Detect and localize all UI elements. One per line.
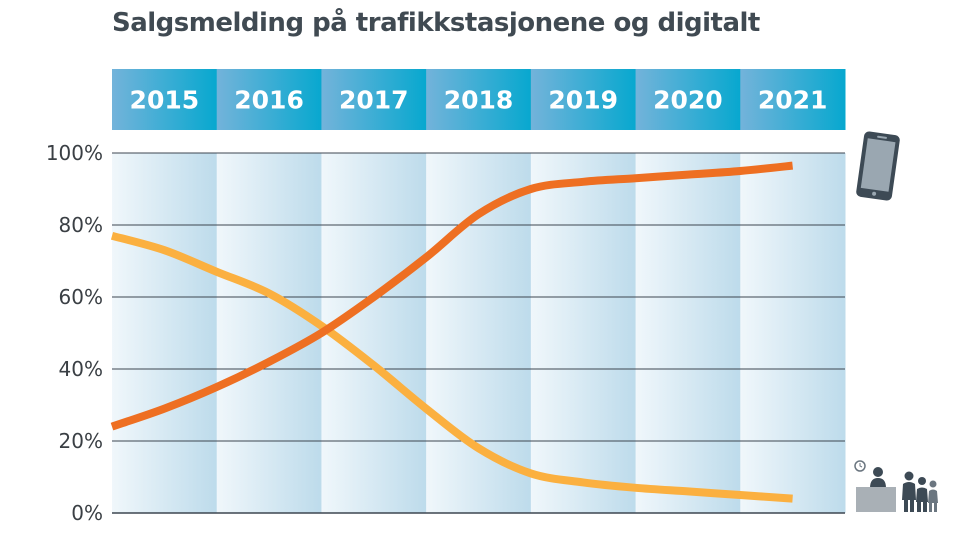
year-column-band [321, 153, 427, 513]
year-column-band [740, 153, 846, 513]
year-header-cell [216, 69, 322, 130]
year-column-band [216, 153, 322, 513]
year-column-band [635, 153, 741, 513]
mobile-phone-icon [856, 131, 900, 201]
year-header-row: 2015 2016 2017 2018 2019 2020 2021 [112, 69, 846, 130]
y-tick-label: 40% [59, 357, 103, 381]
year-header-cell [530, 69, 637, 130]
year-label: 2019 [548, 86, 618, 115]
year-header-cell [321, 69, 427, 130]
plot-background [112, 153, 846, 513]
y-tick-label: 100% [46, 141, 103, 165]
service-counter-queue-icon [854, 460, 938, 512]
year-header-cell [740, 69, 846, 130]
gridlines [112, 152, 845, 514]
year-label: 2016 [234, 86, 304, 115]
y-axis-tick-labels: 0% 20% 40% 60% 80% 100% [46, 141, 103, 525]
year-column-band [426, 153, 532, 513]
series-lines [110, 161, 794, 503]
series-line-digitalt [110, 161, 794, 431]
year-column-band [530, 153, 637, 513]
year-header-cell [635, 69, 741, 130]
year-label: 2020 [653, 86, 723, 115]
year-header-cell [426, 69, 532, 130]
y-tick-label: 60% [59, 285, 103, 309]
year-label: 2021 [758, 86, 828, 115]
year-label: 2017 [339, 86, 409, 115]
y-tick-label: 0% [71, 501, 103, 525]
year-label: 2015 [130, 86, 200, 115]
series-line-trafikkstasjonene [110, 231, 793, 503]
year-header-cell [112, 69, 218, 130]
year-label: 2018 [444, 86, 514, 115]
year-column-band [112, 153, 218, 513]
chart-title: Salgsmelding på trafikkstasjonene og dig… [112, 8, 760, 38]
y-tick-label: 20% [59, 429, 103, 453]
y-tick-label: 80% [59, 213, 103, 237]
